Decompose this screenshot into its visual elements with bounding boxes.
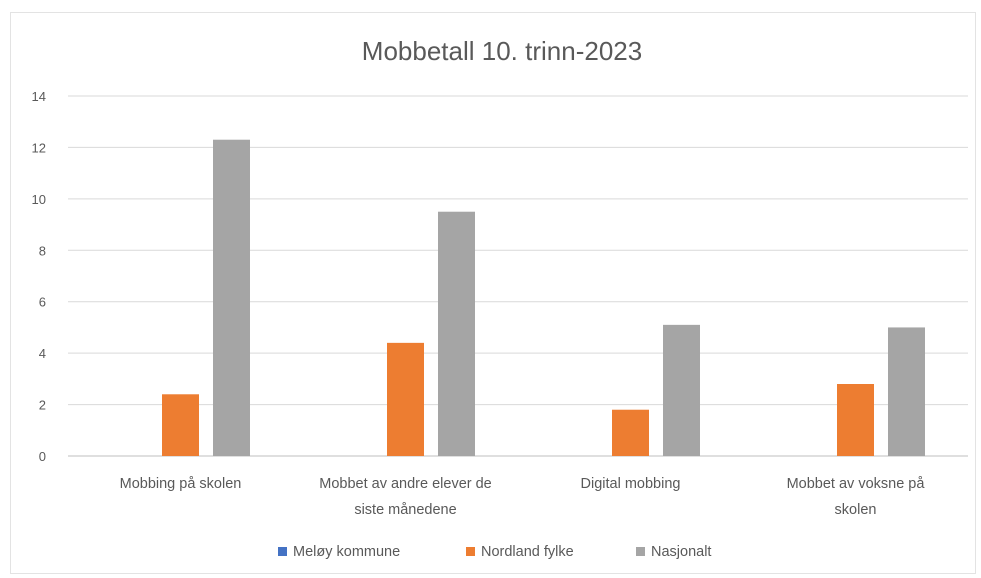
bar-nasjonalt-2 (438, 211, 475, 456)
bar-nasjonalt-4 (888, 327, 925, 456)
y-tick-label: 0 (39, 449, 46, 464)
bar-nordland-fylke-1 (162, 394, 199, 456)
gridlines (68, 95, 968, 457)
legend-swatch (278, 547, 287, 556)
y-tick-label: 6 (39, 295, 46, 310)
bar-nasjonalt-3 (663, 324, 700, 456)
y-tick-label: 8 (39, 243, 46, 258)
y-tick-label: 2 (39, 398, 46, 413)
legend-label: Nasjonalt (651, 544, 711, 560)
legend: Meløy kommune Nordland fylke Nasjonalt (278, 544, 711, 560)
x-axis: Mobbing på skolen Mobbet av andre elever … (120, 476, 926, 518)
legend-swatch (636, 547, 645, 556)
x-category-label: Mobbing på skolen (120, 476, 242, 492)
x-category-label: Mobbet av voksne på (787, 476, 926, 492)
y-tick-label: 4 (39, 346, 46, 361)
chart-frame (10, 12, 976, 574)
legend-label: Meløy kommune (293, 544, 400, 560)
bar-nasjonalt-1 (213, 139, 250, 456)
chart-title: Mobbetall 10. trinn-2023 (362, 36, 642, 66)
y-axis: 0 2 4 6 8 10 12 14 (32, 89, 46, 464)
x-category-label: Digital mobbing (581, 476, 681, 492)
y-tick-label: 14 (32, 89, 46, 104)
bars (162, 139, 925, 456)
y-tick-label: 12 (32, 140, 46, 155)
bar-nordland-fylke-3 (612, 409, 649, 456)
legend-swatch (466, 547, 475, 556)
x-category-label: skolen (835, 502, 877, 518)
x-category-label: Mobbet av andre elever de (319, 476, 492, 492)
bar-nordland-fylke-2 (387, 342, 424, 456)
y-tick-label: 10 (32, 192, 46, 207)
x-category-label: siste månedene (354, 502, 456, 518)
bar-nordland-fylke-4 (837, 384, 874, 456)
legend-label: Nordland fylke (481, 544, 574, 560)
